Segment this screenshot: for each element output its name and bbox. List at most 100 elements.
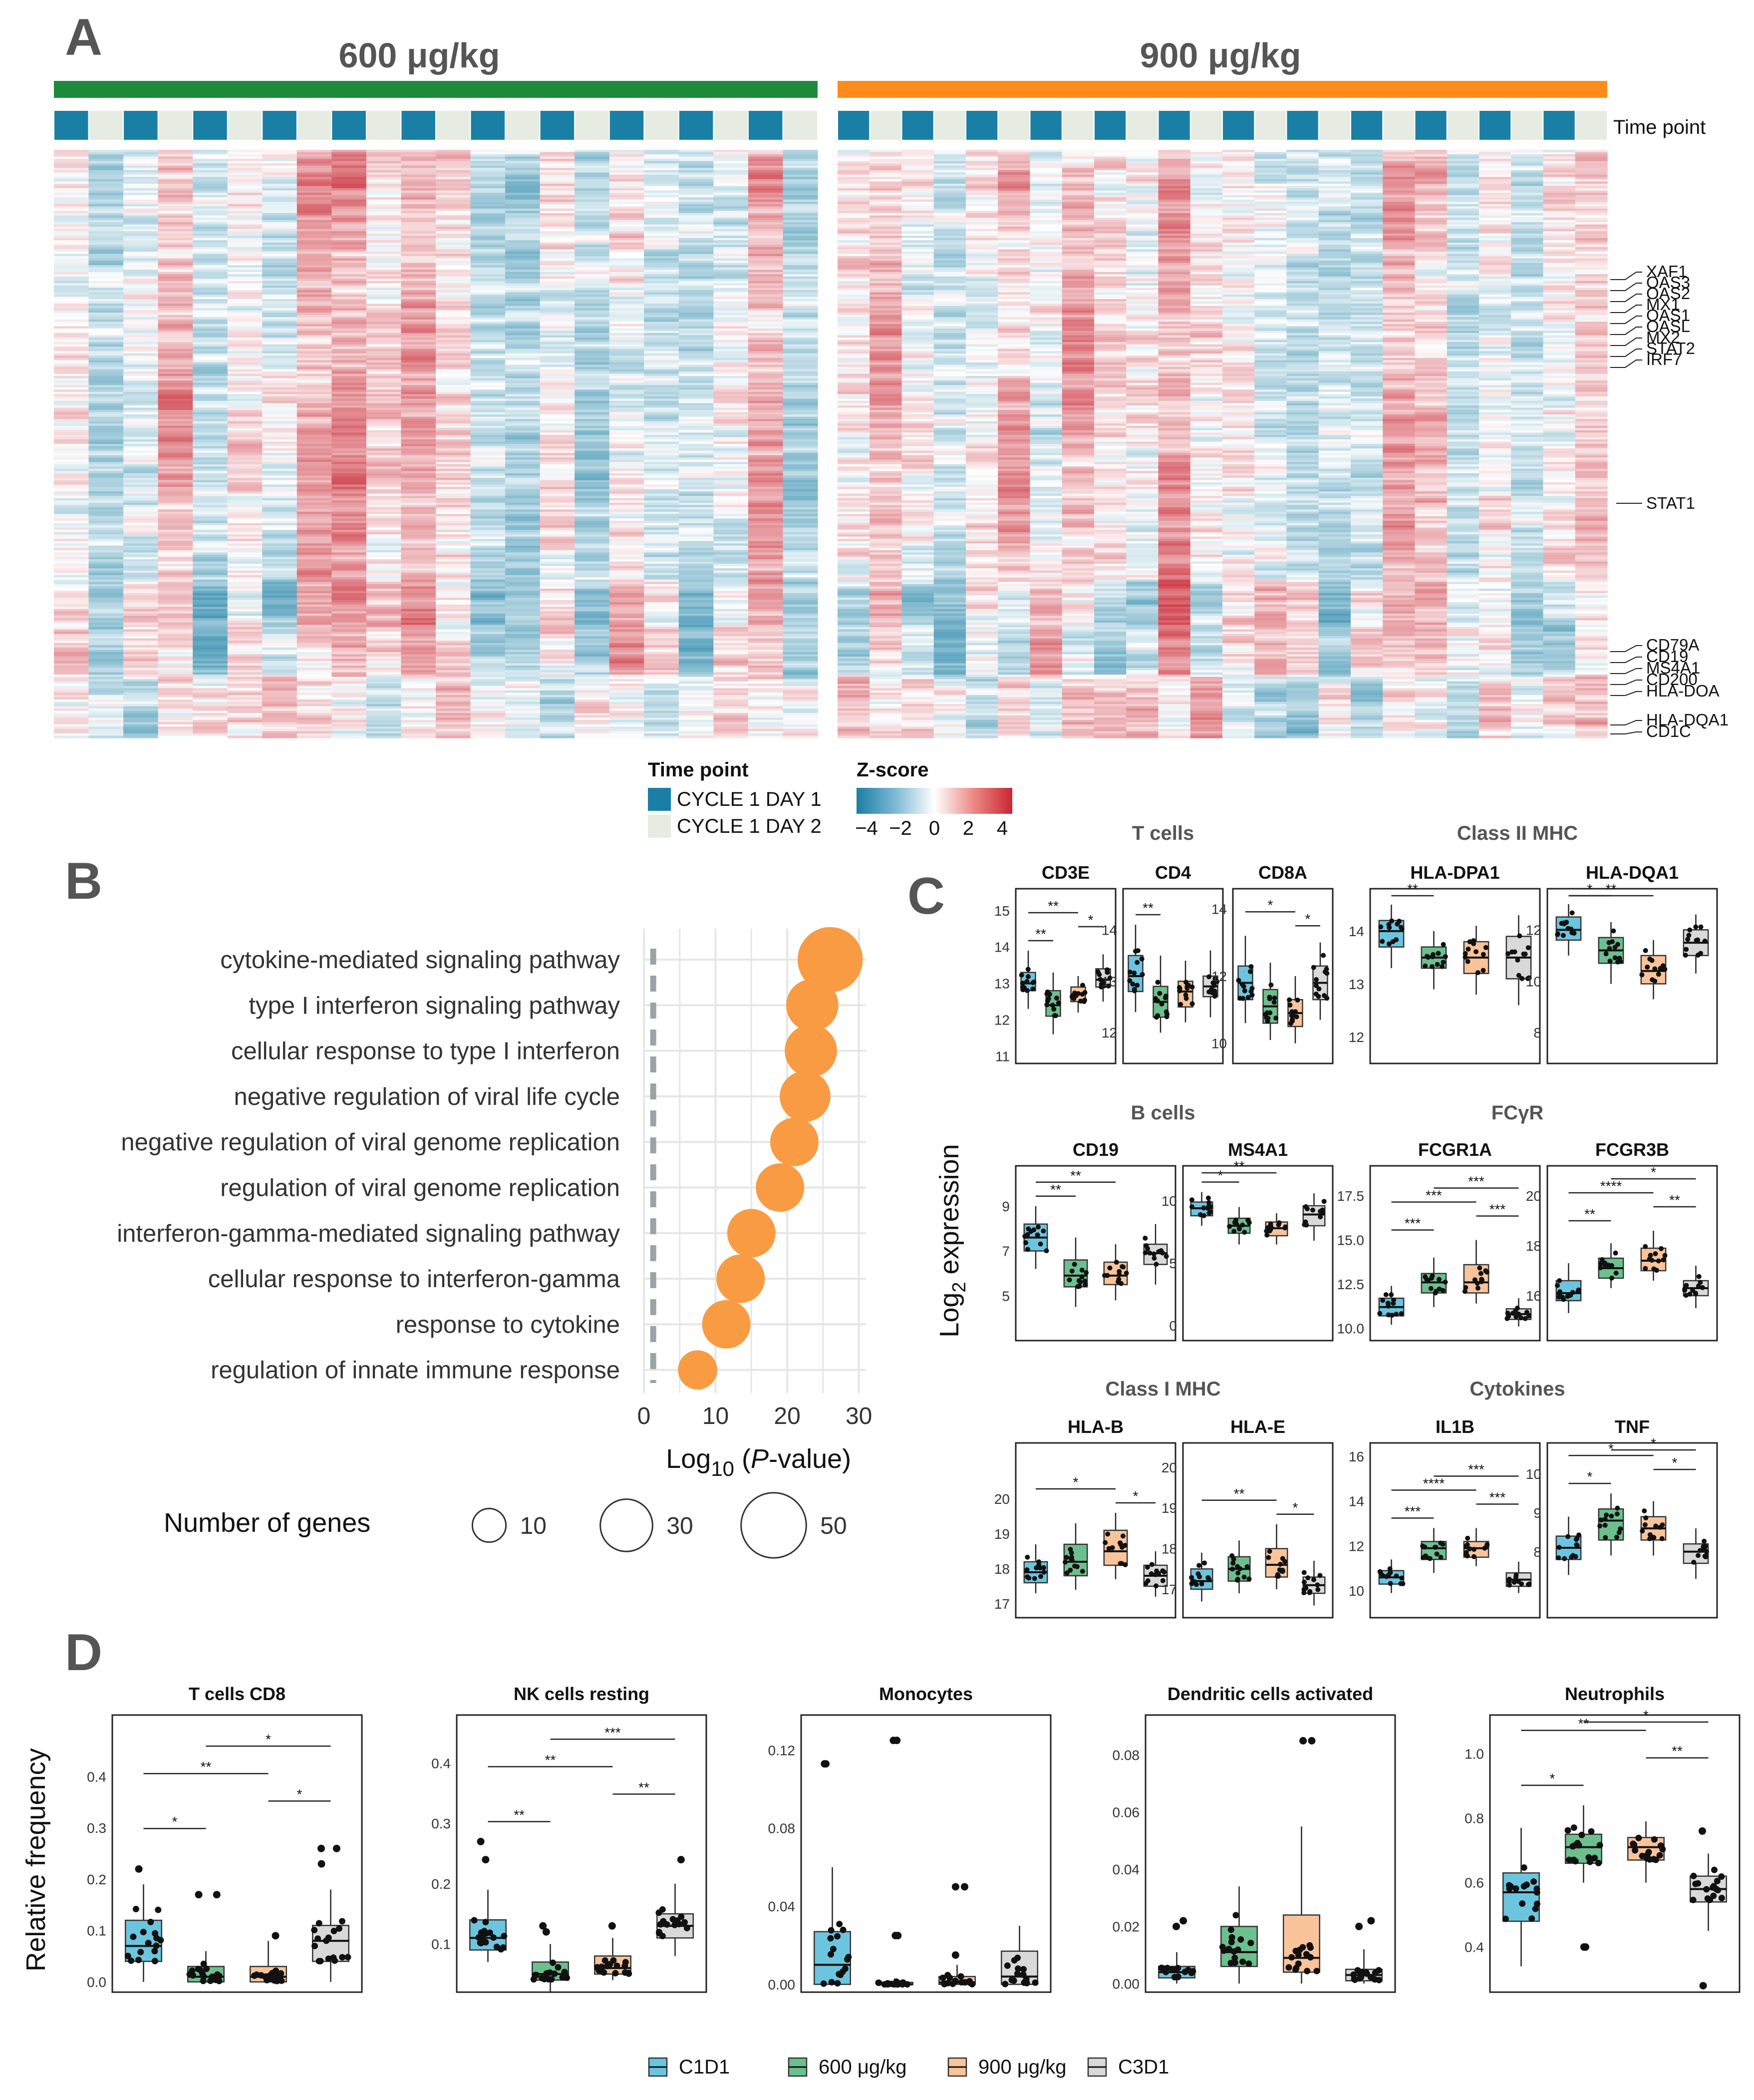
go-term-label: cellular response to interferon-gamma: [208, 1266, 620, 1293]
heatmap-column: [1383, 150, 1416, 738]
point: [1081, 999, 1087, 1004]
point: [1482, 1545, 1487, 1551]
point: [1690, 1872, 1697, 1879]
point: [1651, 1535, 1657, 1540]
go-term-label: interferon-gamma-mediated signaling path…: [117, 1220, 620, 1247]
point: [1389, 1313, 1395, 1318]
significance-label: *: [1550, 1771, 1555, 1786]
boxplot-frame: [1489, 1714, 1741, 1993]
zscore-legend-title: Z-score: [857, 759, 929, 781]
point: [1183, 996, 1189, 1001]
point: [837, 1971, 844, 1978]
point: [1105, 1531, 1111, 1537]
point: [1315, 1587, 1321, 1592]
point: [1035, 1224, 1041, 1230]
point: [1304, 1968, 1311, 1975]
zscore-colorbar: [857, 788, 1012, 814]
point: [311, 1943, 318, 1950]
y-tick: 18: [994, 1561, 1010, 1577]
point: [1511, 1579, 1517, 1585]
point: [501, 1933, 508, 1940]
y-tick: 0.4: [87, 1769, 106, 1784]
point: [1602, 1522, 1608, 1528]
point: [1399, 1311, 1404, 1317]
point: [545, 1976, 552, 1983]
row-label: CD19: [1646, 647, 1688, 666]
point: [1695, 937, 1701, 943]
boxplot: Monocytes 0.00 0.04 0.08 0.12: [768, 1684, 1052, 1993]
time-point-cell: [297, 111, 331, 140]
y-tick: 14: [994, 940, 1010, 955]
boxplot-frame: [1546, 1165, 1718, 1342]
point: [1691, 1559, 1697, 1565]
point: [1376, 1977, 1383, 1984]
significance-label: ****: [1423, 1476, 1445, 1491]
point: [1639, 1852, 1646, 1859]
point: [1294, 1014, 1299, 1020]
point: [1135, 960, 1140, 965]
point: [1484, 1269, 1489, 1275]
time-point-cell: [714, 111, 748, 140]
y-tick: 0.3: [87, 1820, 106, 1836]
point: [1430, 954, 1436, 960]
point: [939, 1974, 946, 1981]
point: [1703, 1543, 1708, 1549]
point: [1101, 983, 1107, 989]
point: [1430, 1273, 1435, 1279]
point: [1177, 986, 1182, 992]
group-title-b-cells: B cells: [1131, 1102, 1195, 1124]
point: [1463, 1552, 1469, 1557]
y-tick: 14: [1102, 922, 1117, 938]
y-tick: 19: [1162, 1500, 1177, 1516]
point: [1244, 1564, 1250, 1569]
y-tick: 9: [1002, 1199, 1010, 1214]
y-tick: 0.2: [431, 1876, 451, 1892]
point: [1295, 1960, 1302, 1967]
point: [1098, 977, 1103, 982]
point: [1555, 1283, 1560, 1288]
outlier: [951, 1951, 959, 1959]
point: [1303, 1204, 1309, 1209]
point: [1025, 1554, 1030, 1560]
go-term-label: cytokine-mediated signaling pathway: [220, 947, 620, 974]
point: [1394, 1573, 1399, 1579]
outlier: [608, 1922, 616, 1930]
point: [311, 1927, 318, 1934]
point: [1471, 938, 1476, 944]
point: [1597, 1523, 1603, 1529]
point: [1526, 1313, 1531, 1319]
point: [1143, 1250, 1148, 1256]
point: [1595, 1859, 1602, 1866]
time-point-cell: [575, 111, 609, 140]
heatmap-column: [54, 150, 89, 738]
time-point-cell: [679, 111, 713, 140]
point: [1205, 1195, 1211, 1201]
panel-label-a: A: [65, 8, 102, 66]
point: [1506, 1579, 1512, 1584]
significance-label: **: [1407, 881, 1418, 897]
point: [834, 1980, 841, 1987]
boxplot-title: CD19: [1073, 1139, 1119, 1160]
point: [601, 1957, 608, 1964]
point: [1684, 947, 1689, 952]
point: [1317, 1573, 1323, 1578]
time-point-cell: [838, 111, 870, 140]
row-label: MX1: [1646, 295, 1680, 314]
point: [325, 1955, 332, 1962]
point: [621, 1969, 628, 1976]
point: [827, 1935, 834, 1942]
x-tick: 30: [846, 1403, 872, 1429]
heatmap: [54, 150, 1608, 738]
point: [1154, 1583, 1159, 1589]
point: [1696, 1553, 1701, 1558]
point: [1171, 1974, 1178, 1981]
point: [1570, 1824, 1577, 1831]
point: [1267, 1549, 1272, 1554]
significance-label: *: [1587, 881, 1593, 897]
point: [1235, 1570, 1241, 1576]
point: [1659, 1246, 1664, 1251]
point: [1220, 1947, 1227, 1954]
point: [1526, 1581, 1532, 1587]
point: [315, 1958, 322, 1965]
